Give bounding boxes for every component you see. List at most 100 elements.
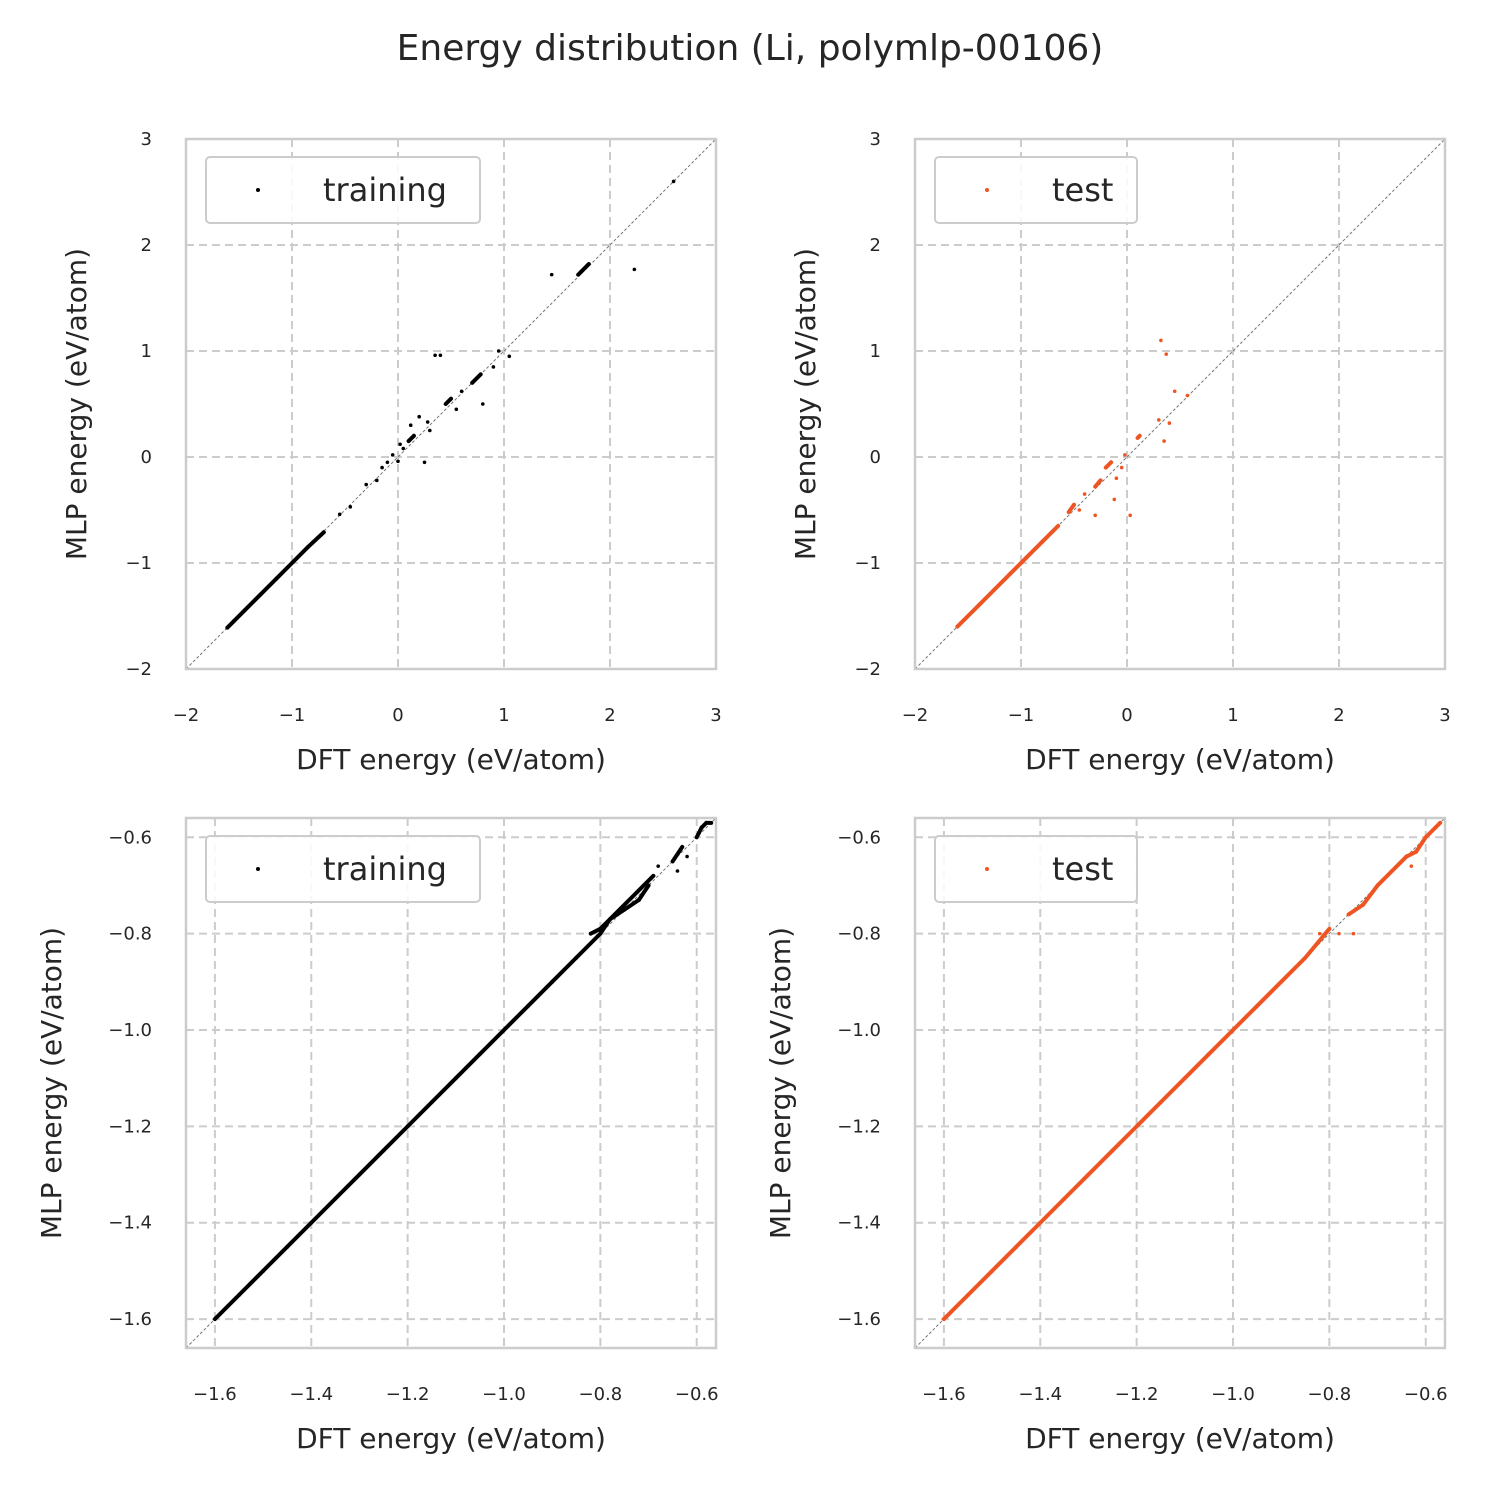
axes-frame — [913, 137, 1447, 671]
y-tick-label: −1.0 — [108, 1020, 152, 1041]
data-point — [1104, 465, 1108, 470]
y-tick-label: 0 — [870, 447, 881, 468]
data-ribbon — [258, 576, 279, 597]
data-point — [1072, 502, 1076, 507]
y-tick-label: −1.6 — [108, 1309, 152, 1330]
data-point — [709, 821, 713, 825]
data-point — [1231, 1028, 1235, 1032]
data-ribbon — [502, 1003, 531, 1032]
data-ribbon — [576, 262, 591, 277]
data-point — [237, 1293, 241, 1297]
data-point — [1346, 912, 1351, 917]
data-point — [274, 577, 278, 581]
y-axis-label: MLP energy (eV/atom) — [35, 927, 68, 1239]
x-tick-label: −1 — [1008, 705, 1035, 726]
x-tick-label: 3 — [710, 705, 721, 726]
data-ribbon — [1303, 926, 1332, 960]
data-point — [955, 624, 960, 629]
data-point — [587, 262, 591, 266]
data-point — [1390, 869, 1394, 873]
x-tick-label: 1 — [498, 705, 509, 726]
y-tick-label: 2 — [870, 235, 881, 256]
data-point — [380, 465, 384, 470]
data-point — [1038, 1220, 1043, 1225]
data-point — [942, 1317, 946, 1321]
x-tick-label: −1.0 — [482, 1384, 526, 1405]
data-ribbon — [622, 897, 641, 912]
data-ribbon — [1182, 1052, 1211, 1081]
data-point — [694, 835, 699, 840]
y-tick-label: −0.6 — [837, 827, 881, 848]
data-ribbon — [1008, 555, 1029, 576]
y-tick-label: 1 — [141, 341, 152, 362]
data-ribbon — [261, 1244, 290, 1273]
data-point — [598, 927, 603, 931]
x-axis-label: DFT energy (eV/atom) — [296, 743, 606, 776]
legend-marker — [256, 188, 260, 192]
data-point — [1438, 821, 1442, 825]
data-point — [574, 955, 579, 960]
data-point — [425, 420, 430, 424]
data-point — [478, 1052, 482, 1056]
data-ribbon — [636, 883, 651, 902]
y-axis-label: MLP energy (eV/atom) — [60, 248, 93, 560]
data-point — [443, 402, 448, 406]
data-point — [1134, 1124, 1139, 1129]
y-axis-label: MLP energy (eV/atom) — [764, 927, 797, 1239]
data-point — [306, 545, 310, 549]
axes-frame — [184, 816, 718, 1350]
y-tick-label: −1.6 — [837, 1309, 881, 1330]
data-point — [454, 1076, 458, 1080]
data-point — [357, 1172, 362, 1177]
data-point — [1109, 460, 1113, 465]
data-point — [622, 907, 627, 912]
x-tick-label: 2 — [1333, 705, 1344, 726]
data-point — [526, 1004, 530, 1008]
data-point — [408, 423, 413, 428]
legend-marker — [256, 867, 260, 871]
x-tick-label: −1.2 — [1115, 1384, 1159, 1405]
data-ribbon — [470, 372, 483, 385]
data-point — [1172, 389, 1177, 394]
data-ribbon — [1346, 902, 1366, 917]
data-point — [656, 864, 660, 868]
panel-full-test: −2 −1 0 1 2 3 −2 −1 0 1 2 3 DFT energy (eV/atom) MLP … — [789, 129, 1451, 776]
axes-frame — [913, 816, 1447, 1350]
data-point — [1255, 1004, 1259, 1008]
x-tick-label: 3 — [1439, 705, 1450, 726]
legend-label: training — [323, 850, 447, 888]
data-point — [549, 272, 554, 277]
data-point — [496, 349, 501, 353]
data-point — [670, 859, 675, 864]
data-point — [242, 608, 247, 613]
x-tick-label: −2 — [173, 705, 200, 726]
x-tick-label: −1.6 — [922, 1384, 966, 1405]
axes-frame — [184, 137, 718, 671]
data-point — [1014, 1245, 1018, 1249]
x-tick-label: 2 — [604, 705, 615, 726]
data-ribbon — [477, 1028, 506, 1057]
data-point — [322, 530, 326, 535]
data-point — [1164, 352, 1169, 356]
data-point — [1327, 927, 1332, 931]
data-point — [1093, 513, 1097, 518]
data-point — [309, 1220, 314, 1225]
data-point — [1303, 955, 1308, 960]
x-tick-label: 1 — [1227, 705, 1238, 726]
x-tick-label: −1.6 — [193, 1384, 237, 1405]
x-axis-label: DFT energy (eV/atom) — [1025, 1422, 1335, 1455]
data-point — [1114, 476, 1119, 481]
data-point — [1128, 513, 1132, 518]
data-point — [422, 460, 427, 465]
data-point — [1157, 418, 1161, 422]
data-point — [1414, 849, 1418, 854]
data-point — [1404, 854, 1409, 859]
y-tick-label: 3 — [870, 129, 881, 150]
data-ribbon — [1279, 955, 1308, 984]
y-tick-label: −2 — [854, 659, 881, 680]
data-point — [381, 1148, 386, 1153]
data-ribbon — [1206, 1028, 1235, 1057]
data-point — [598, 931, 603, 936]
